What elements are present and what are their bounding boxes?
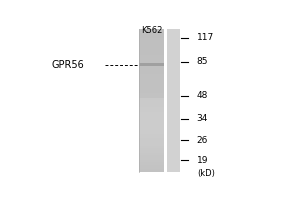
Bar <box>139 155 164 158</box>
Bar <box>139 76 164 79</box>
Bar <box>139 165 164 167</box>
Bar <box>139 146 164 148</box>
Bar <box>139 63 164 66</box>
Bar <box>139 41 164 43</box>
Bar <box>139 72 164 74</box>
Bar <box>139 129 164 131</box>
Text: (kD): (kD) <box>197 169 214 178</box>
Bar <box>139 57 164 60</box>
Bar <box>139 29 164 31</box>
Bar <box>139 169 164 172</box>
Text: 34: 34 <box>197 114 208 123</box>
Bar <box>139 81 164 84</box>
Bar <box>139 100 164 103</box>
Bar <box>139 117 164 119</box>
Text: 26: 26 <box>197 136 208 145</box>
Bar <box>139 93 164 95</box>
Bar <box>139 138 164 141</box>
Bar <box>139 62 164 64</box>
Bar <box>139 86 164 88</box>
Bar <box>139 36 164 38</box>
Bar <box>139 148 164 150</box>
Bar <box>139 31 164 33</box>
Bar <box>139 126 164 129</box>
Bar <box>139 134 164 136</box>
Bar <box>139 79 164 81</box>
Bar <box>139 107 164 110</box>
Bar <box>139 48 164 50</box>
Bar <box>139 33 164 36</box>
Bar <box>139 52 164 55</box>
Text: 48: 48 <box>197 91 208 100</box>
Bar <box>139 98 164 100</box>
Bar <box>139 74 164 76</box>
Bar <box>139 122 164 124</box>
Bar <box>139 60 164 62</box>
Bar <box>139 29 164 172</box>
Bar <box>139 55 164 57</box>
Bar <box>139 67 164 69</box>
Bar <box>139 50 164 52</box>
Bar <box>139 141 164 143</box>
Bar <box>139 131 164 134</box>
Text: GPR56: GPR56 <box>52 60 84 70</box>
Bar <box>139 103 164 105</box>
Text: 85: 85 <box>197 57 208 66</box>
Bar <box>139 160 164 162</box>
Bar <box>139 91 164 93</box>
Text: 117: 117 <box>197 33 214 42</box>
Bar <box>167 29 181 172</box>
Bar <box>139 88 164 91</box>
Bar <box>139 136 164 138</box>
Bar <box>139 153 164 155</box>
Bar <box>139 69 164 72</box>
Bar <box>139 95 164 98</box>
Bar <box>139 124 164 126</box>
Bar <box>139 110 164 112</box>
Text: 19: 19 <box>197 156 208 165</box>
Bar <box>139 84 164 86</box>
Bar <box>139 64 164 67</box>
Bar <box>139 112 164 115</box>
Bar <box>139 115 164 117</box>
Bar <box>139 167 164 169</box>
Bar <box>139 43 164 45</box>
Bar <box>139 105 164 107</box>
Bar <box>139 158 164 160</box>
Bar <box>139 143 164 146</box>
Bar <box>139 119 164 122</box>
Text: K562: K562 <box>141 26 162 35</box>
Bar <box>139 38 164 41</box>
Bar <box>139 45 164 48</box>
Bar <box>139 150 164 153</box>
Bar <box>139 162 164 165</box>
